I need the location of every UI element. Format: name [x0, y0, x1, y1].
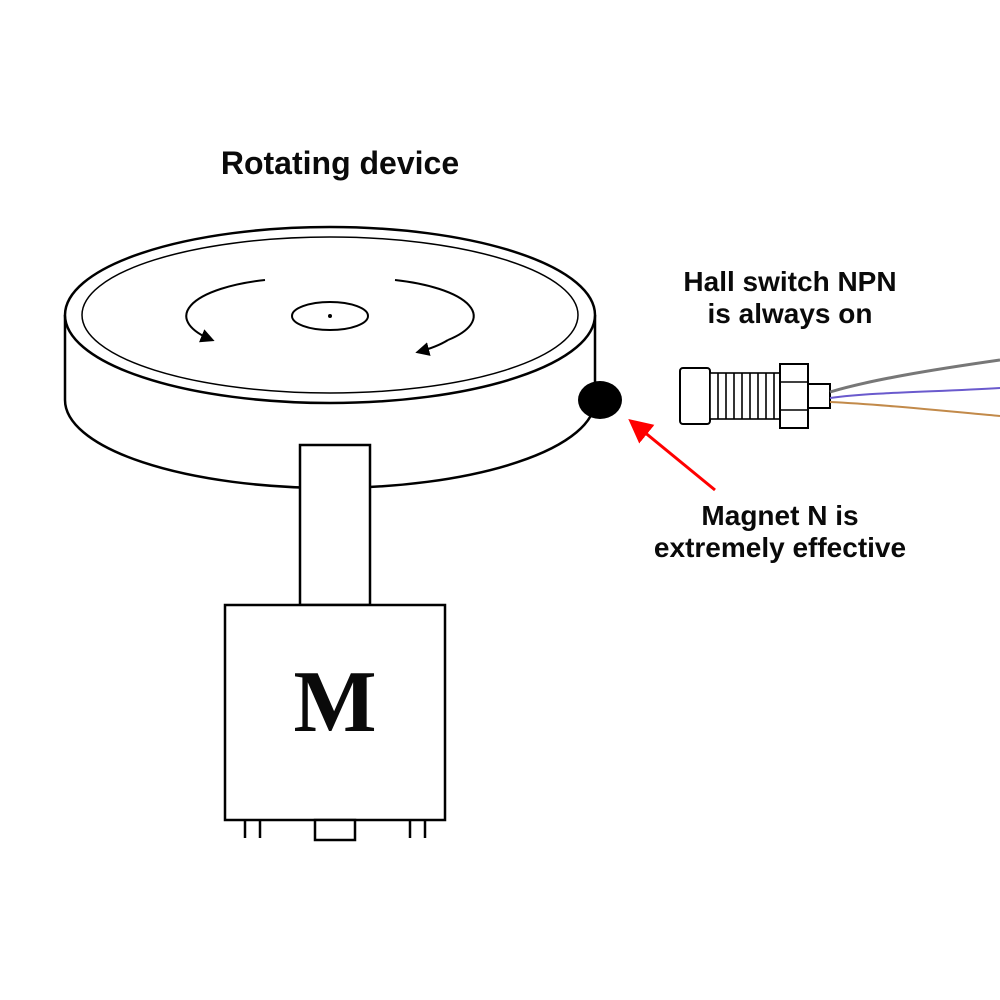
diagram-stage: Rotating device Hall switch NPN is alway… — [0, 0, 1000, 1000]
motor-letter: M — [225, 652, 445, 753]
sensor-label: Hall switch NPN is always on — [640, 266, 940, 330]
magnet-label: Magnet N is extremely effective — [620, 500, 940, 564]
title-label: Rotating device — [180, 145, 500, 182]
shaft — [300, 445, 370, 605]
magnet-dot — [578, 381, 622, 419]
hall-sensor — [680, 360, 1000, 428]
magnet-pointer-arrow — [632, 422, 715, 490]
